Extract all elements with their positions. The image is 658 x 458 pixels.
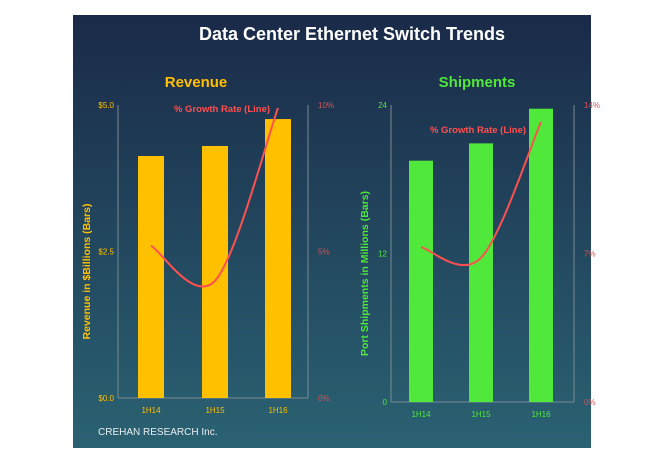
growth-line-label: % Growth Rate (Line) <box>174 104 270 115</box>
y2-tick-label: 14% <box>584 101 600 110</box>
x-tick-label: 1H16 <box>531 410 551 419</box>
x-tick-label: 1H14 <box>141 406 161 415</box>
growth-line-label: % Growth Rate (Line) <box>430 125 526 136</box>
y-axis-label: Revenue in $Billions (Bars) <box>81 204 93 340</box>
growth-line <box>150 107 279 288</box>
y-tick-label: $2.5 <box>98 248 114 257</box>
x-tick-label: 1H15 <box>205 406 225 415</box>
y2-tick-label: 0% <box>318 394 330 403</box>
x-tick-label: 1H15 <box>471 410 491 419</box>
y2-tick-label: 7% <box>584 250 596 259</box>
y2-tick-label: 0% <box>584 398 596 407</box>
y-axis-label: Port Shipments in Millions (Bars) <box>359 191 371 356</box>
y2-tick-label: 5% <box>318 248 330 257</box>
y-tick-label: 12 <box>378 250 387 259</box>
panel-title: Shipments <box>439 74 516 91</box>
y-tick-label: 0 <box>383 398 388 407</box>
panel-title: Revenue <box>165 74 228 91</box>
x-tick-label: 1H14 <box>411 410 431 419</box>
bar <box>409 160 433 402</box>
chart-title: Data Center Ethernet Switch Trends <box>199 24 505 44</box>
x-tick-label: 1H16 <box>268 406 288 415</box>
bar <box>202 146 228 398</box>
y-tick-label: 24 <box>378 101 387 110</box>
bar <box>469 143 493 403</box>
bar <box>138 155 164 398</box>
bar <box>529 108 553 403</box>
bar <box>265 119 291 399</box>
footer-credit: CREHAN RESEARCH Inc. <box>98 427 217 438</box>
growth-line <box>420 121 542 266</box>
y-tick-label: $0.0 <box>98 394 114 403</box>
y2-tick-label: 10% <box>318 101 334 110</box>
y-tick-label: $5.0 <box>98 101 114 110</box>
